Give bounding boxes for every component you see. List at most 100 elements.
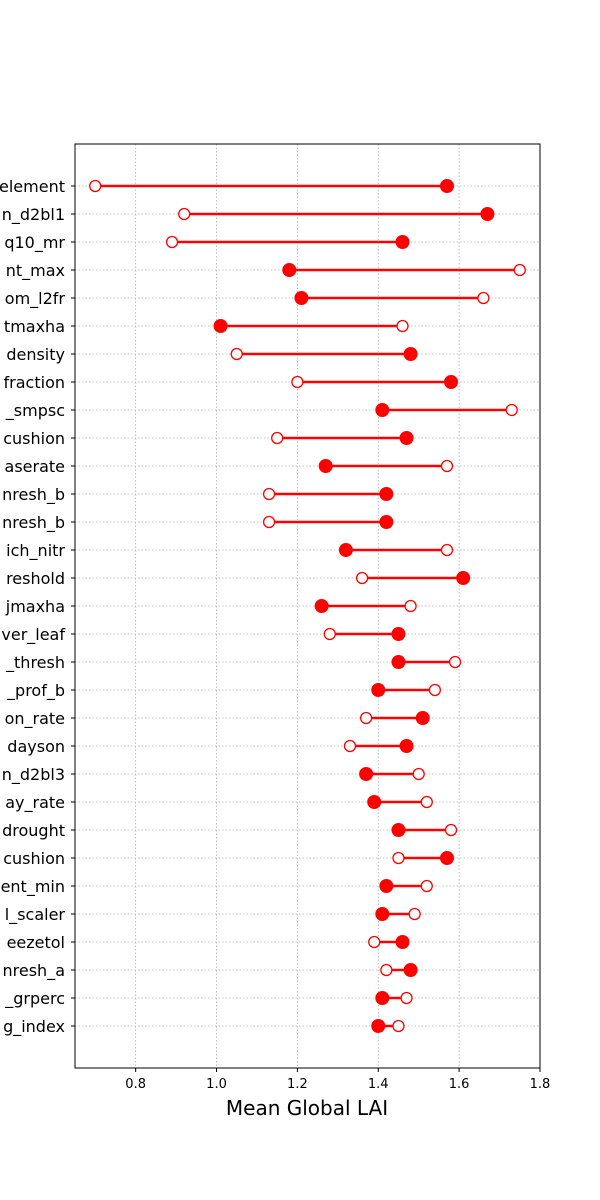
y-tick-label: drought [2,821,65,840]
grid-lines [75,144,541,1068]
y-tick-label: nresh_b [2,513,65,533]
filled-marker [403,963,418,977]
open-marker [89,179,102,193]
open-marker [477,291,490,305]
filled-marker [440,851,454,865]
open-marker [165,235,179,249]
y-tick-label: fraction [4,373,65,392]
filled-marker [314,599,329,613]
x-axis: 0.8 1.0 1.2 1.4 1.6 1.8 [125,1068,550,1092]
open-marker [262,515,276,529]
open-marker [396,319,409,333]
y-tick-label: _thresh [5,653,65,673]
y-tick-label: cushion [3,849,65,868]
filled-marker [379,515,394,529]
filled-marker [391,627,406,641]
y-tick-label: density [6,345,65,364]
y-tick-label: n_d2bl3 [2,765,65,785]
data-marks [89,179,526,1033]
y-tick-label: _prof_b [6,681,65,701]
y-tick-label: _grperc [4,989,65,1009]
y-tick-label: nresh_a [3,961,66,981]
open-marker [408,907,421,921]
filled-marker [318,459,333,473]
open-marker [444,823,458,837]
filled-marker [375,403,390,417]
open-marker [262,487,276,501]
x-tick-label: 1.8 [530,1077,551,1092]
filled-marker [379,879,394,893]
open-marker [380,963,393,977]
filled-marker [371,683,386,697]
y-tick-label: nresh_b [2,485,65,505]
open-marker [420,795,433,809]
open-marker [392,1019,405,1033]
filled-marker [395,935,410,949]
y-tick-label: om_l2fr [5,289,66,309]
y-tick-label: eezetol [7,933,65,952]
filled-marker [359,767,374,781]
open-marker [448,655,462,669]
open-marker [428,683,442,697]
y-tick-label: l_scaler [5,905,66,925]
open-marker [513,263,526,277]
y-tick-label: reshold [6,569,65,588]
open-marker [368,935,381,949]
filled-marker [444,375,459,389]
open-marker [400,991,413,1005]
y-tick-label: dayson [7,737,65,756]
open-marker [271,431,284,445]
open-marker [404,599,417,613]
y-tick-label: q10_mr [4,233,65,253]
y-tick-label: n_d2bl1 [2,205,65,225]
filled-marker [399,739,414,753]
x-tick-label: 0.8 [125,1077,146,1092]
filled-marker [440,179,454,193]
x-tick-label: 1.4 [368,1077,389,1092]
open-marker [355,571,369,585]
y-tick-label: _smpsc [5,401,65,421]
open-marker [392,851,405,865]
open-marker [323,627,336,641]
x-tick-label: 1.2 [287,1077,308,1092]
filled-marker [395,235,410,249]
open-marker [291,375,304,389]
x-tick-label: 1.6 [449,1077,470,1092]
x-tick-label: 1.0 [206,1077,227,1092]
y-tick-label: jmaxha [5,597,65,616]
filled-marker [391,655,406,669]
y-tick-label: g_index [3,1017,65,1037]
y-tick-label: ver_leaf [1,625,65,645]
filled-marker [213,319,228,333]
open-marker [420,879,433,893]
filled-marker [371,1019,386,1033]
y-tick-label: nt_max [6,261,65,281]
open-marker [359,711,373,725]
y-tick-label: tmaxha [4,317,65,336]
y-tick-label: aserate [5,457,65,476]
open-marker [230,347,243,361]
filled-marker [379,487,394,501]
filled-marker [375,991,390,1005]
y-tick-label: ent_min [1,877,65,897]
y-tick-label: on_rate [5,709,65,729]
open-marker [505,403,518,417]
filled-marker [338,543,353,557]
open-marker [178,207,191,221]
open-marker [440,543,454,557]
x-axis-title: Mean Global LAI [226,1096,388,1120]
filled-marker [391,823,406,837]
filled-marker [480,207,495,221]
open-marker [440,459,454,473]
filled-marker [415,711,430,725]
open-marker [343,739,357,753]
filled-marker [375,907,390,921]
y-tick-label: ich_nitr [6,541,65,561]
filled-marker [282,263,297,277]
y-tick-label: ay_rate [5,793,65,813]
filled-marker [403,347,418,361]
open-marker [412,767,425,781]
filled-marker [294,291,309,305]
